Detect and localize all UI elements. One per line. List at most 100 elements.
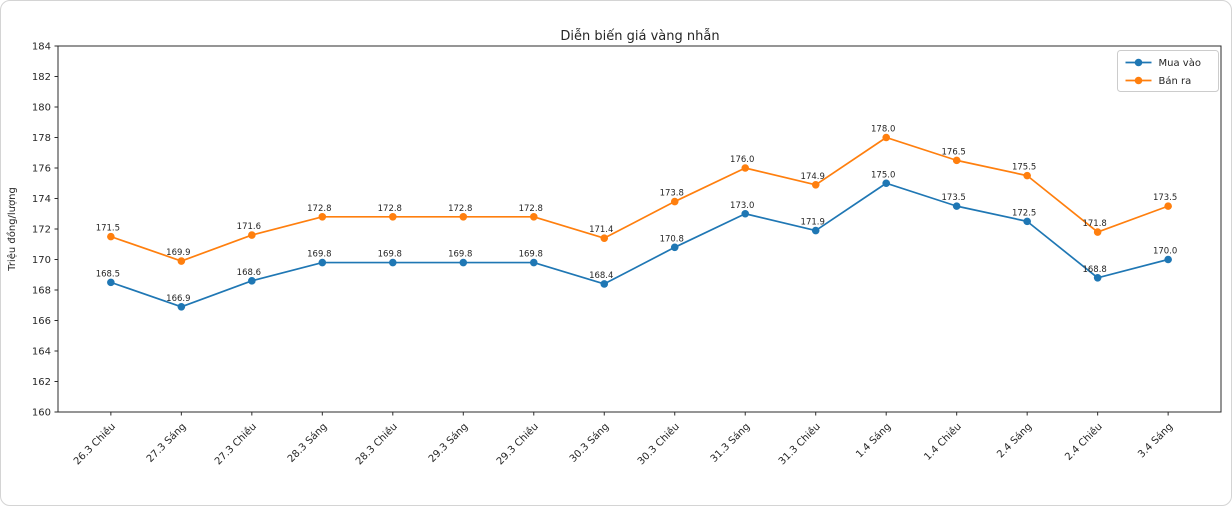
x-tick-label: 1.4 Chiều xyxy=(922,421,964,463)
data-point-label: 172.8 xyxy=(378,204,402,214)
data-point xyxy=(529,213,538,221)
data-point xyxy=(389,258,397,267)
data-point xyxy=(600,280,609,288)
data-point-label: 168.8 xyxy=(1082,265,1106,275)
data-point-label: 169.8 xyxy=(378,250,402,260)
data-point xyxy=(811,180,820,189)
data-point xyxy=(389,213,397,221)
data-point-label: 169.8 xyxy=(448,250,472,260)
data-point-label: 168.4 xyxy=(589,271,613,281)
data-point-label: 171.6 xyxy=(237,222,261,232)
data-point xyxy=(670,197,679,206)
series-line xyxy=(110,182,1169,308)
data-point-label: 171.4 xyxy=(589,225,613,235)
data-point-label: 172.8 xyxy=(519,204,543,214)
data-point-label: 173.5 xyxy=(942,193,966,203)
legend-item: Mua vào xyxy=(1125,57,1201,69)
data-point xyxy=(459,258,468,267)
y-axis-label: Triệu đồng/lượng xyxy=(6,187,18,272)
legend-marker-icon xyxy=(1134,76,1143,85)
data-point xyxy=(670,243,679,252)
data-point xyxy=(1093,228,1102,236)
data-point xyxy=(177,257,186,265)
data-point xyxy=(529,258,538,267)
data-point-label: 168.6 xyxy=(237,268,261,278)
data-point-label: 169.9 xyxy=(166,248,190,258)
x-tick-label: 28.3 Chiều xyxy=(353,421,400,468)
data-point xyxy=(882,133,890,142)
series-line xyxy=(110,136,1169,262)
data-point xyxy=(882,179,890,188)
data-point-label: 175.5 xyxy=(1012,163,1036,173)
data-point xyxy=(811,226,820,235)
data-point-label: 171.9 xyxy=(801,218,825,228)
data-point-label: 172.5 xyxy=(1012,208,1036,218)
data-point xyxy=(1023,217,1031,226)
data-point-label: 172.8 xyxy=(448,204,472,214)
y-axis-ticks: 160 162 164 166 168 170 172 174 176 178 180 182 184 xyxy=(32,42,58,419)
x-tick-label: 2.4 Sáng xyxy=(995,421,1035,461)
data-point xyxy=(177,302,186,311)
data-point-label: 173.5 xyxy=(1153,193,1177,203)
y-tick-label: 182 xyxy=(32,72,51,83)
data-point-label: 166.9 xyxy=(166,294,190,304)
x-tick-label: 30.3 Sáng xyxy=(567,421,611,465)
data-point xyxy=(107,278,115,287)
data-point-label: 175.0 xyxy=(871,170,895,180)
legend-marker-icon xyxy=(1134,58,1143,67)
data-point xyxy=(318,213,327,221)
x-tick-label: 29.3 Chiều xyxy=(494,421,541,468)
data-point xyxy=(459,213,468,221)
data-point-label: 169.8 xyxy=(307,250,331,260)
x-tick-label: 31.3 Chiều xyxy=(776,421,823,468)
y-tick-label: 166 xyxy=(32,316,51,327)
series-buy: 168.5 166.9 168.6 169.8 169.8 169.8 169.8 168.4… xyxy=(96,170,1177,311)
data-point xyxy=(1164,202,1172,210)
plot-frame xyxy=(57,45,1222,413)
axes-spines xyxy=(57,45,1222,413)
data-point-label: 172.8 xyxy=(307,204,331,214)
x-tick-label: 31.3 Sáng xyxy=(708,421,752,465)
x-tick-label: 3.4 Sáng xyxy=(1135,421,1175,461)
data-point xyxy=(741,164,750,172)
legend-label: Bán ra xyxy=(1159,75,1192,87)
y-tick-label: 164 xyxy=(32,347,51,358)
x-tick-label: 28.3 Sáng xyxy=(285,421,329,465)
data-point-label: 176.5 xyxy=(942,147,966,157)
y-tick-label: 184 xyxy=(32,42,51,53)
y-tick-label: 160 xyxy=(32,408,51,419)
y-tick-label: 180 xyxy=(32,103,51,114)
data-point-label: 169.8 xyxy=(519,250,543,260)
y-tick-label: 168 xyxy=(32,286,51,297)
x-tick-label: 29.3 Sáng xyxy=(426,421,470,465)
data-point-label: 171.5 xyxy=(96,224,120,234)
legend: Mua vào Bán ra xyxy=(1117,50,1219,92)
data-point xyxy=(1164,255,1172,264)
data-point-label: 173.8 xyxy=(660,189,684,199)
y-tick-label: 174 xyxy=(32,194,51,205)
data-point xyxy=(1093,274,1102,282)
y-tick-label: 176 xyxy=(32,164,51,175)
data-point-label: 170.0 xyxy=(1153,247,1177,257)
data-point xyxy=(952,202,961,210)
data-point xyxy=(952,156,961,165)
legend-item: Bán ra xyxy=(1125,75,1192,87)
x-tick-label: 30.3 Chiều xyxy=(635,421,682,468)
x-tick-label: 2.4 Chiều xyxy=(1063,421,1105,463)
data-point-label: 170.8 xyxy=(660,234,684,244)
chart-title: Diễn biến giá vàng nhẫn xyxy=(560,29,719,44)
series-sell: 171.5 169.9 171.6 172.8 172.8 172.8 172.8 171.4… xyxy=(96,125,1177,265)
legend-label: Mua vào xyxy=(1159,57,1201,69)
data-point xyxy=(741,209,750,218)
x-tick-label: 27.3 Sáng xyxy=(144,421,188,465)
x-tick-label: 1.4 Sáng xyxy=(854,421,894,461)
data-point-label: 174.9 xyxy=(801,172,825,182)
series-layer: 168.5 166.9 168.6 169.8 169.8 169.8 169.8 168.4… xyxy=(96,125,1177,311)
data-point xyxy=(107,232,115,241)
data-point-label: 178.0 xyxy=(871,125,895,135)
data-point xyxy=(600,234,609,242)
data-point-label: 168.5 xyxy=(96,269,120,279)
data-point-label: 171.8 xyxy=(1082,219,1106,229)
